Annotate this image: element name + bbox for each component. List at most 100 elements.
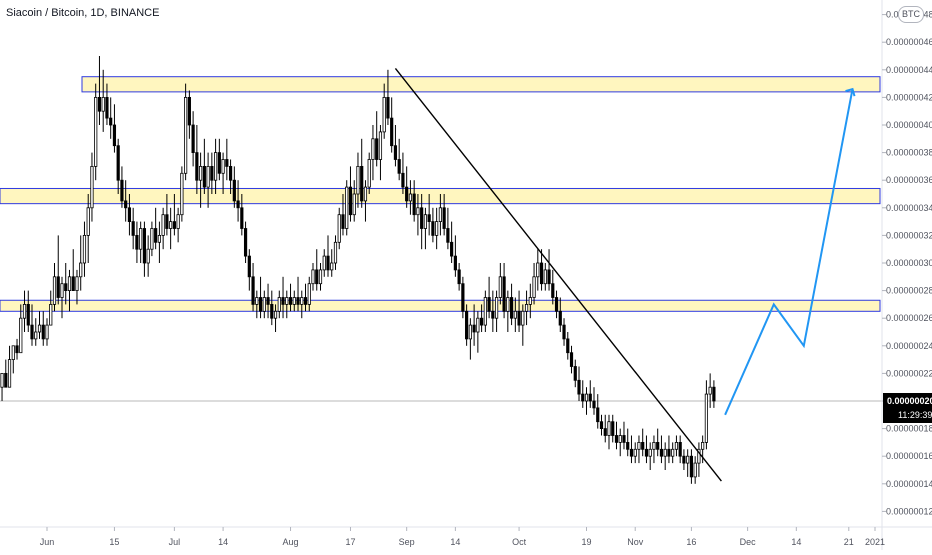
candle-body (386, 97, 390, 119)
candle-body (641, 441, 645, 450)
candle-body (554, 297, 559, 312)
candle-body (303, 297, 308, 305)
x-tick-label: Aug (283, 537, 299, 547)
candle-body (656, 441, 660, 450)
candle-body (453, 255, 457, 271)
candle-body (217, 152, 221, 174)
candle-body (363, 186, 368, 202)
candle-body (345, 186, 349, 229)
candle-body (131, 221, 135, 236)
candle-body (258, 297, 263, 312)
candle-body (562, 324, 566, 340)
candle-body (461, 283, 465, 312)
x-tick-label: 14 (218, 537, 228, 547)
projection-path[interactable] (724, 88, 854, 416)
candle-body (75, 276, 79, 291)
candle-body (517, 310, 521, 326)
candle-body (558, 310, 562, 326)
y-tick-label: 0.00000036 (886, 175, 932, 185)
candle-body (648, 448, 652, 457)
y-tick-label: 0.00000042 (886, 92, 932, 102)
candle-body (378, 131, 383, 160)
candle-body (375, 138, 379, 160)
candle-body (172, 221, 176, 229)
x-tick-label: 14 (450, 537, 460, 547)
candle-body (273, 310, 278, 319)
candle-body (502, 276, 506, 312)
candle-body (109, 117, 113, 126)
candle-body (438, 207, 442, 223)
candle-body (337, 214, 341, 243)
candle-body (528, 297, 532, 305)
candle-body (622, 435, 626, 443)
candle-body (326, 255, 330, 271)
candle-body (270, 303, 274, 319)
candle-body (678, 441, 682, 457)
candle-body (90, 165, 94, 209)
candle-body (199, 165, 203, 181)
candle-body (581, 393, 585, 402)
candle-body (539, 262, 544, 285)
candle-body (584, 393, 589, 402)
candle-body (472, 324, 476, 333)
candle-body (94, 97, 98, 167)
resistance-zone[interactable] (81, 76, 881, 93)
candle-body (191, 124, 195, 154)
last-price-tag (883, 393, 932, 423)
candle-body (202, 165, 206, 188)
candle-body (251, 276, 255, 305)
candle-body (318, 269, 323, 285)
candle-body (521, 310, 525, 326)
candle-body (333, 241, 338, 264)
candle-body (49, 303, 53, 326)
candle-body (446, 228, 450, 243)
x-tick-label: Oct (512, 537, 527, 547)
bar-countdown: 11:29:39 (898, 410, 932, 420)
y-tick-label: 0.00000044 (886, 65, 932, 75)
candle-body (120, 179, 124, 202)
candle-body (210, 165, 214, 181)
candle-body (45, 324, 49, 340)
x-tick-label: Nov (627, 537, 644, 547)
x-tick-label: Dec (740, 537, 757, 547)
candle-body (592, 400, 596, 409)
resistance-zone[interactable] (0, 299, 881, 312)
candle-body (105, 97, 109, 119)
candle-body (547, 269, 551, 285)
candle-body (292, 297, 296, 305)
candle-body (341, 214, 345, 229)
candle-body (614, 435, 619, 443)
candle-body (146, 248, 150, 264)
candle-body (19, 317, 23, 354)
candle-body (195, 152, 199, 181)
candle-body (300, 297, 304, 305)
candle-body (569, 352, 574, 367)
y-tick-label: 0.00000030 (886, 258, 932, 268)
drawings[interactable] (394, 67, 856, 482)
candle-body (277, 297, 281, 312)
candle-body (626, 441, 630, 450)
x-tick-label: 17 (345, 537, 355, 547)
trendline[interactable] (394, 67, 722, 482)
candle-body (360, 165, 364, 202)
candle-body (498, 276, 502, 298)
candle-body (180, 172, 184, 216)
candle-body (281, 297, 285, 305)
candle-body (644, 448, 649, 457)
candle-body (618, 435, 622, 443)
candle-body (127, 207, 132, 223)
candle-body (457, 269, 461, 285)
candle-body (142, 228, 147, 264)
currency-badge[interactable]: BTC (898, 6, 924, 23)
y-tick-label: 0.00000022 (886, 368, 932, 378)
x-tick-label: Jul (169, 537, 181, 547)
candle-body (674, 441, 679, 450)
candle-body (408, 193, 413, 202)
candles (0, 56, 716, 484)
y-tick-label: 0.00000026 (886, 313, 932, 323)
candle-body (112, 124, 117, 147)
candle-body (296, 297, 300, 305)
candle-body (431, 221, 435, 236)
